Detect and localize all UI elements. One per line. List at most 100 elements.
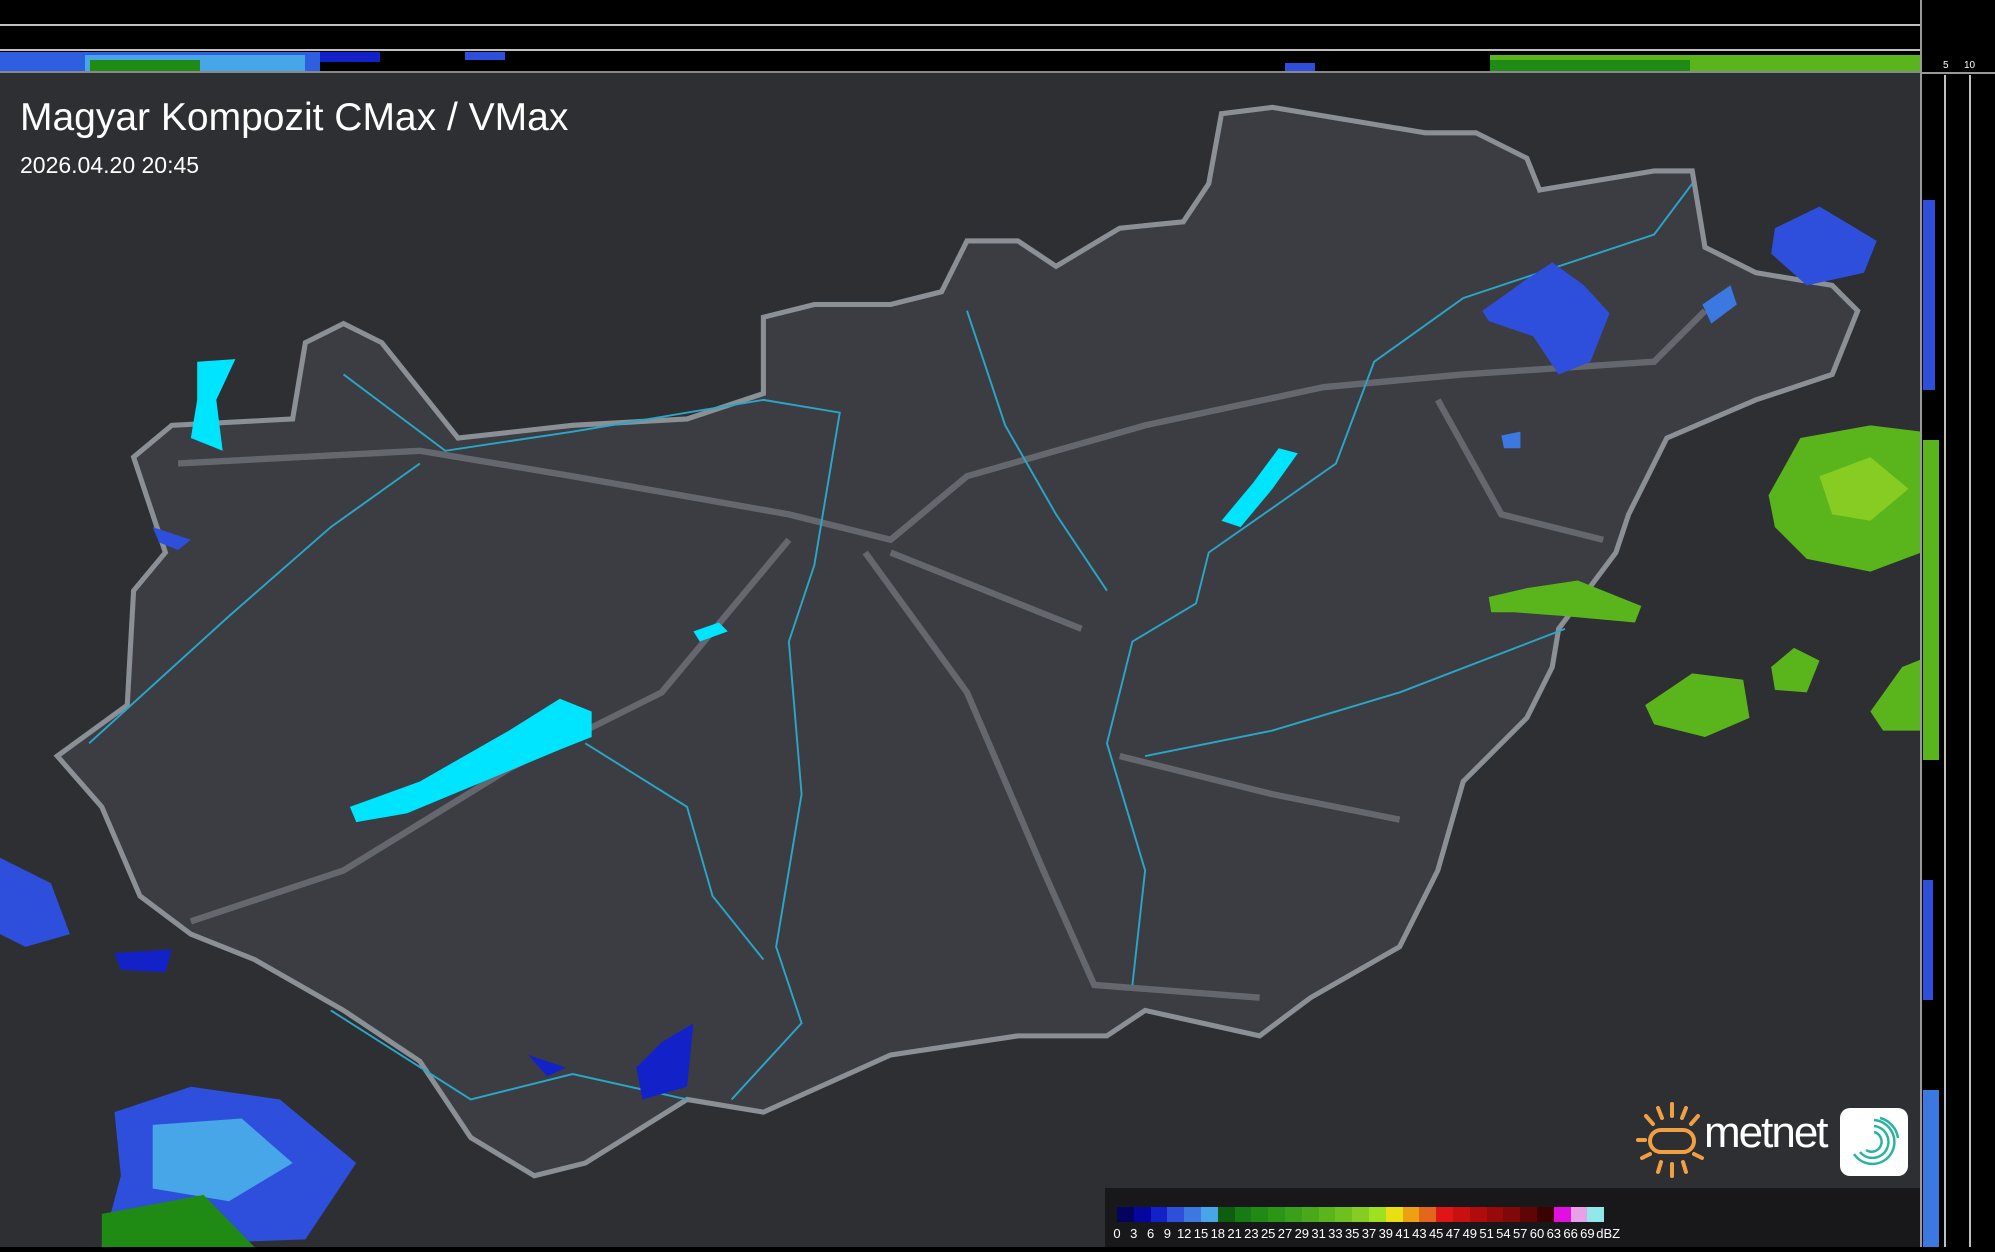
legend-label: 69: [1580, 1226, 1595, 1241]
county-roads: [177, 308, 1708, 1001]
brand-name: metnet: [1704, 1108, 1829, 1157]
echo-band: [1923, 200, 1935, 390]
legend-swatch: [1184, 1207, 1201, 1222]
legend-label: 6: [1146, 1226, 1155, 1241]
legend-swatch: [1570, 1207, 1588, 1222]
echo-band: [1923, 880, 1933, 1000]
legend-swatch: [1536, 1207, 1554, 1222]
legend-color-bar: [1117, 1207, 1605, 1222]
echo-band: [1923, 1090, 1939, 1247]
legend-swatch: [1251, 1207, 1269, 1222]
legend-swatch: [1436, 1207, 1453, 1222]
zagyva-river: [966, 310, 1108, 592]
legend-label: 37: [1361, 1226, 1377, 1241]
legend-label: 12: [1176, 1226, 1192, 1241]
legend-swatch: [1553, 1207, 1571, 1222]
vertical-profile-right: 5 10: [1920, 0, 1995, 1247]
metnet-logo: metnet: [1636, 1100, 1916, 1180]
legend-label: 39: [1378, 1226, 1394, 1241]
echo-band: [1285, 63, 1315, 71]
legend-label: 54: [1496, 1226, 1511, 1241]
legend-swatch: [1217, 1207, 1235, 1222]
legend-label: 57: [1512, 1226, 1528, 1241]
legend-swatch: [1284, 1207, 1302, 1222]
legend-swatch: [1368, 1207, 1386, 1222]
legend-label: 3: [1130, 1226, 1138, 1241]
echo-band: [1490, 60, 1690, 71]
legend-swatch: [1234, 1207, 1252, 1222]
legend-swatch: [1486, 1207, 1504, 1222]
echo-band: [320, 52, 380, 62]
map-canvas: [0, 104, 1941, 1247]
sio-river: [584, 742, 765, 961]
hungary-country: [53, 104, 1861, 1179]
echo-band: [1923, 440, 1939, 760]
legend-label: 49: [1462, 1226, 1478, 1241]
legend-unit: dBZ: [1596, 1226, 1621, 1241]
map-title: Magyar Kompozit CMax / VMax: [20, 96, 569, 139]
profile-top-plot: [0, 24, 1920, 73]
legend-swatch: [1268, 1207, 1285, 1222]
legend-label: 33: [1328, 1226, 1343, 1241]
height-label: 10: [1964, 60, 1976, 71]
height-label: 5: [1943, 60, 1949, 71]
legend-label: 35: [1344, 1226, 1360, 1241]
sun-icon: [1636, 1102, 1704, 1178]
legend-label: 66: [1563, 1226, 1578, 1241]
legend-label: 9: [1163, 1226, 1172, 1241]
legend-label: 45: [1428, 1226, 1444, 1241]
lake-tisza: [1221, 448, 1298, 528]
legend-swatch: [1301, 1207, 1319, 1222]
legend-label: 60: [1529, 1226, 1545, 1241]
tisza-river: [1105, 183, 1694, 986]
radar-echoes: [0, 206, 1941, 1247]
legend-swatch: [1150, 1207, 1168, 1222]
legend-swatch: [1402, 1207, 1420, 1222]
legend-label: 23: [1244, 1226, 1259, 1241]
legend-label: 29: [1294, 1226, 1310, 1241]
echo-band: [90, 60, 200, 71]
legend-label: 51: [1479, 1226, 1494, 1241]
legend-swatch: [1117, 1207, 1134, 1222]
legend-swatch: [1167, 1207, 1185, 1222]
rivers: [88, 183, 1694, 1101]
vertical-profile-top: [0, 0, 1920, 73]
legend-label: 31: [1311, 1226, 1326, 1241]
profile-right-plot: [1920, 0, 1995, 1247]
legend-labels: 0 3 6 9 12 15 18 21 23 25 27 29 31 33 35 37 39 41 43 45 47 49…: [1113, 1226, 1917, 1242]
legend-label: 21: [1227, 1226, 1242, 1241]
legend-label: 63: [1546, 1226, 1562, 1241]
danube-river: [342, 373, 841, 1101]
legend-swatch: [1335, 1207, 1353, 1222]
drava-river: [330, 1009, 688, 1101]
legend-swatch: [1385, 1207, 1403, 1222]
echo-band: [465, 52, 505, 60]
koros-river: [1144, 627, 1566, 757]
lake-velence: [693, 622, 728, 642]
legend-label: 27: [1277, 1226, 1293, 1241]
legend-label: 47: [1445, 1226, 1461, 1241]
legend-label: 15: [1193, 1226, 1209, 1241]
legend-swatch: [1352, 1207, 1369, 1222]
legend-label: 25: [1260, 1226, 1276, 1241]
legend-swatch: [1452, 1207, 1470, 1222]
legend-swatch: [1469, 1207, 1487, 1222]
lakes: [190, 359, 1298, 823]
legend-label: 43: [1412, 1226, 1427, 1241]
radar-map[interactable]: [0, 73, 1941, 1247]
legend-swatch: [1587, 1207, 1605, 1222]
reflectivity-legend: 0 3 6 9 12 15 18 21 23 25 27 29 31 33 35 37 39 41 43 45 47 49…: [1105, 1188, 1920, 1247]
legend-label: 18: [1210, 1226, 1226, 1241]
legend-swatch: [1200, 1207, 1218, 1222]
legend-swatch: [1419, 1207, 1437, 1222]
lake-ferto: [190, 359, 236, 451]
legend-swatch: [1318, 1207, 1336, 1222]
legend-swatch: [1520, 1207, 1537, 1222]
swirl-app-icon: [1840, 1108, 1908, 1176]
lake-balaton: [349, 698, 592, 823]
legend-label: 0: [1113, 1226, 1121, 1241]
legend-label: 41: [1395, 1226, 1410, 1241]
legend-swatch: [1503, 1207, 1521, 1222]
map-timestamp: 2026.04.20 20:45: [20, 152, 200, 178]
legend-swatch: [1133, 1207, 1151, 1222]
